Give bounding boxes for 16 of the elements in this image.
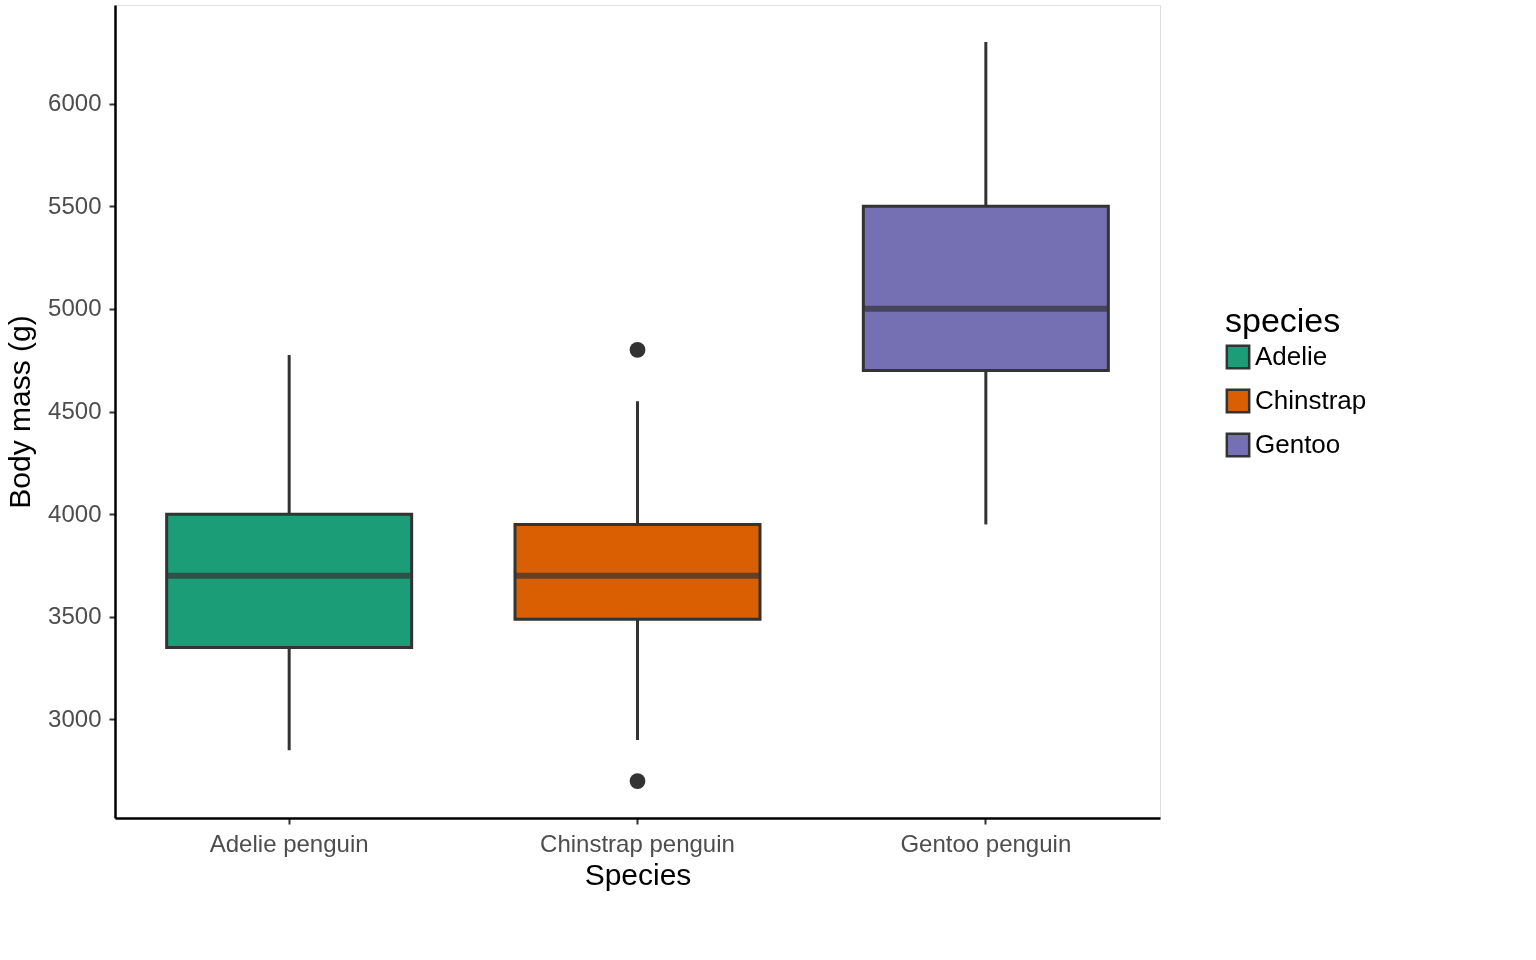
- y-tick-label: 3500: [48, 602, 102, 630]
- y-tick-label: 5500: [48, 191, 102, 219]
- legend-label: Gentoo: [1255, 429, 1341, 459]
- x-axis-title: Species: [584, 857, 692, 891]
- x-tick-label: Chinstrap penguin: [540, 829, 735, 857]
- y-tick-label: 5000: [48, 294, 102, 322]
- y-tick-label: 4500: [48, 397, 102, 424]
- y-tick-label: 3000: [48, 704, 102, 732]
- x-tick-label: Adelie penguin: [209, 829, 369, 857]
- legend-title: species: [1225, 301, 1341, 339]
- legend-label: Adelie: [1255, 341, 1328, 371]
- y-axis-title: Body mass (g): [3, 315, 37, 509]
- x-tick-label: Gentoo penguin: [900, 829, 1072, 857]
- y-tick-label: 6000: [48, 89, 102, 117]
- legend-label: Chinstrap: [1255, 385, 1367, 415]
- y-tick-label: 4000: [48, 499, 102, 527]
